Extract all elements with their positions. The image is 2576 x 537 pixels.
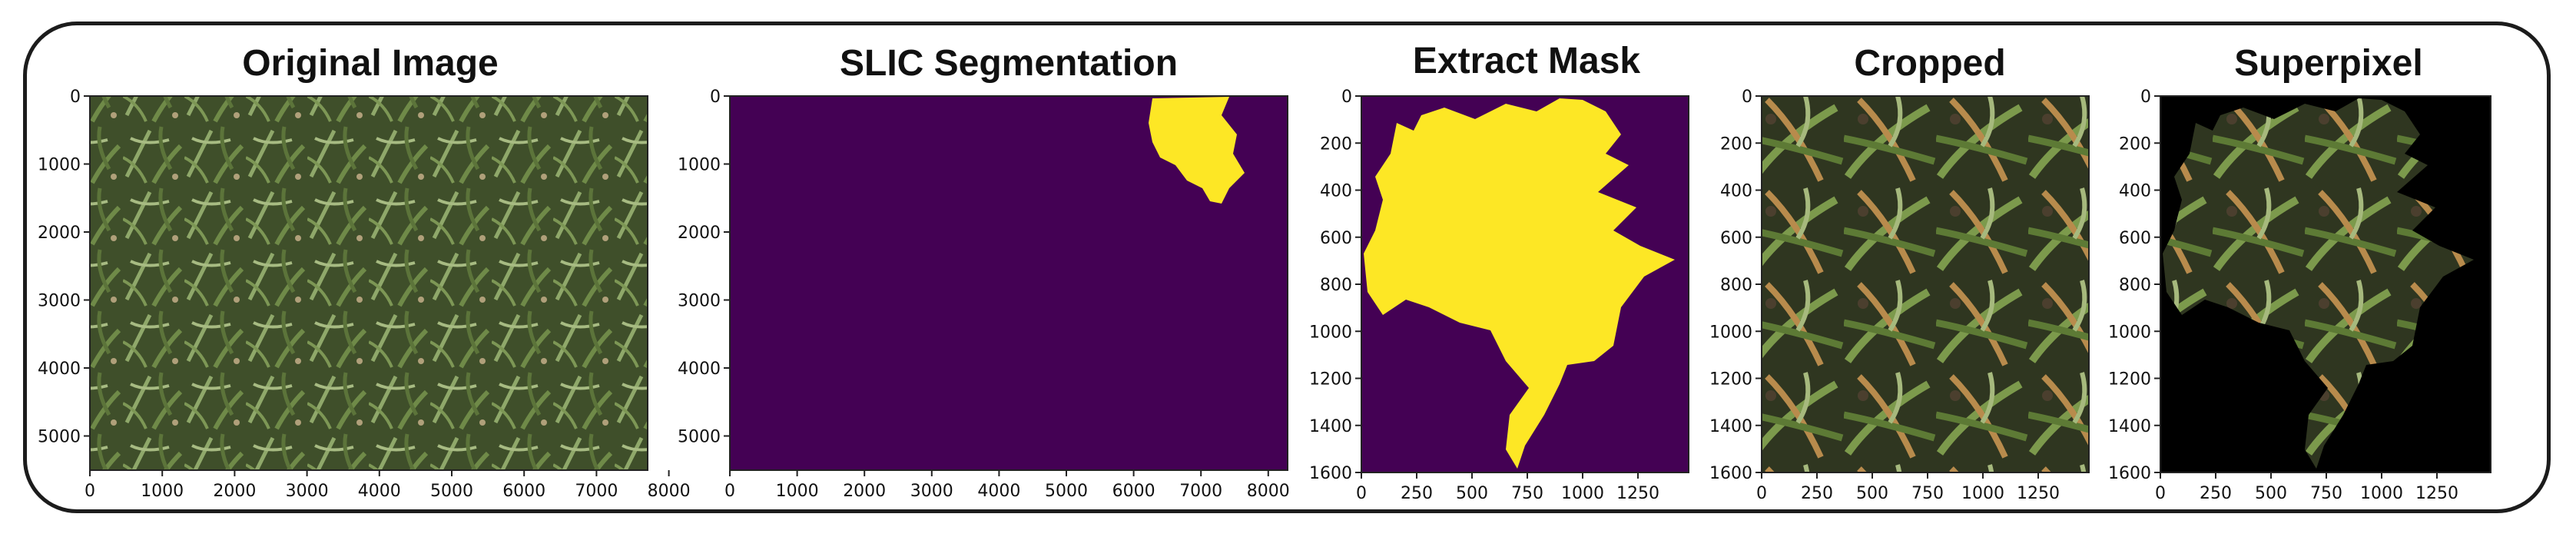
x-tick-label: 1000 — [776, 482, 819, 501]
y-tick-label: 800 — [1320, 276, 1352, 295]
x-tick-label: 5000 — [1045, 482, 1088, 501]
y-tick-label: 2000 — [678, 224, 721, 243]
x-tick-label: 750 — [1911, 484, 1944, 503]
x-tick-label: 7000 — [1179, 482, 1222, 501]
y-tick-label: 1200 — [1309, 370, 1352, 389]
axis-ticks-slic: 0 1000 2000 3000 4000 5000 6000 7000 8000 0 1000 20… — [678, 88, 1290, 501]
y-tick-label: 0 — [70, 88, 81, 107]
y-tick-label: 1600 — [1309, 464, 1352, 483]
y-tick-label: 3000 — [38, 292, 81, 311]
x-tick-label: 0 — [1756, 484, 1767, 503]
axis-ticks-superpixel: 0 250 500 750 1000 1250 0 200 400 600 800 1000 1200 1… — [2108, 88, 2458, 503]
x-tick-label: 250 — [1801, 484, 1833, 503]
x-tick-label: 3000 — [910, 482, 953, 501]
x-tick-label: 1000 — [141, 482, 184, 501]
axis-ticks-original: 0 1000 2000 3000 4000 5000 6000 7000 8000 0 1000 20… — [38, 88, 691, 501]
y-tick-label: 1000 — [1709, 323, 1752, 342]
x-tick-label: 1000 — [1961, 484, 2004, 503]
x-tick-label: 750 — [2310, 484, 2342, 503]
x-tick-label: 500 — [2255, 484, 2287, 503]
y-tick-label: 0 — [1742, 88, 1752, 107]
y-tick-label: 5000 — [38, 428, 81, 447]
y-tick-label: 1400 — [2108, 417, 2151, 436]
figure-frame — [23, 22, 2551, 513]
x-tick-label: 8000 — [1247, 482, 1290, 501]
y-tick-label: 200 — [1320, 134, 1352, 154]
y-tick-label: 600 — [1320, 229, 1352, 248]
y-tick-label: 1000 — [38, 156, 81, 175]
x-tick-label: 6000 — [1112, 482, 1155, 501]
axis-ticks-cropped: 0 250 500 750 1000 1250 0 200 400 600 800 1000 1200 1… — [1709, 88, 2060, 503]
y-tick-label: 600 — [1720, 229, 1752, 248]
y-tick-label: 1600 — [2108, 464, 2151, 483]
y-tick-label: 0 — [1341, 88, 1352, 107]
x-tick-label: 1250 — [1616, 484, 1659, 503]
y-tick-label: 1200 — [1709, 370, 1752, 389]
image-slic-segment — [1149, 97, 1245, 204]
y-tick-label: 1000 — [1309, 323, 1352, 342]
y-tick-label: 400 — [1320, 182, 1352, 201]
plot-slic: 0 1000 2000 3000 4000 5000 6000 7000 8000 0 1000 20… — [678, 88, 1290, 501]
x-tick-label: 4000 — [977, 482, 1020, 501]
plot-original: 0 1000 2000 3000 4000 5000 6000 7000 8000 0 1000 20… — [38, 88, 691, 501]
panel-title-cropped: Cropped — [1854, 43, 2006, 84]
x-tick-label: 2000 — [213, 482, 256, 501]
y-tick-label: 1000 — [678, 156, 721, 175]
image-cropped — [1762, 96, 2089, 472]
y-tick-label: 1600 — [1709, 464, 1752, 483]
x-tick-label: 1000 — [2360, 484, 2403, 503]
plot-superpixel: 0 250 500 750 1000 1250 0 200 400 600 800 1000 1200 1… — [2108, 88, 2491, 503]
image-superpixel-segment — [2163, 98, 2474, 469]
image-mask-segment — [1364, 98, 1675, 469]
x-tick-label: 1000 — [1561, 484, 1604, 503]
x-tick-label: 0 — [1356, 484, 1367, 503]
panel-title-superpixel: Superpixel — [2234, 43, 2423, 84]
x-tick-label: 0 — [85, 482, 95, 501]
x-tick-label: 3000 — [286, 482, 329, 501]
y-tick-label: 400 — [1720, 182, 1752, 201]
y-tick-label: 1400 — [1709, 417, 1752, 436]
y-tick-label: 1400 — [1309, 417, 1352, 436]
y-tick-label: 200 — [2119, 134, 2151, 154]
x-tick-label: 1250 — [2415, 484, 2458, 503]
x-tick-label: 5000 — [430, 482, 473, 501]
x-tick-label: 8000 — [648, 482, 691, 501]
y-tick-label: 0 — [710, 88, 721, 107]
x-tick-label: 250 — [2200, 484, 2232, 503]
x-tick-label: 500 — [1456, 484, 1488, 503]
y-tick-label: 200 — [1720, 134, 1752, 154]
x-tick-label: 4000 — [358, 482, 401, 501]
y-tick-label: 4000 — [678, 360, 721, 379]
plot-cropped: 0 250 500 750 1000 1250 0 200 400 600 800 1000 1200 1… — [1709, 88, 2090, 503]
x-tick-label: 750 — [1511, 484, 1543, 503]
y-tick-label: 800 — [2119, 276, 2151, 295]
y-tick-label: 1200 — [2108, 370, 2151, 389]
image-original — [90, 96, 648, 470]
x-tick-label: 7000 — [575, 482, 618, 501]
x-tick-label: 250 — [1401, 484, 1433, 503]
y-tick-label: 0 — [2140, 88, 2151, 107]
y-tick-label: 600 — [2119, 229, 2151, 248]
panel-title-mask: Extract Mask — [1412, 41, 1641, 81]
x-tick-label: 2000 — [843, 482, 886, 501]
y-tick-label: 2000 — [38, 224, 81, 243]
y-tick-label: 5000 — [678, 428, 721, 447]
panel-title-original: Original Image — [242, 43, 499, 84]
y-tick-label: 400 — [2119, 182, 2151, 201]
x-tick-label: 0 — [2155, 484, 2166, 503]
x-tick-label: 1250 — [2017, 484, 2060, 503]
plot-mask: 0 250 500 750 1000 1250 0 200 400 600 800 1000 1200 1… — [1309, 88, 1689, 503]
y-tick-label: 800 — [1720, 276, 1752, 295]
x-tick-label: 500 — [1856, 484, 1888, 503]
x-tick-label: 0 — [724, 482, 735, 501]
y-tick-label: 4000 — [38, 360, 81, 379]
panel-title-slic: SLIC Segmentation — [839, 43, 1179, 84]
x-tick-label: 6000 — [502, 482, 545, 501]
y-tick-label: 1000 — [2108, 323, 2151, 342]
y-tick-label: 3000 — [678, 292, 721, 311]
axis-ticks-mask: 0 250 500 750 1000 1250 0 200 400 600 800 1000 1200 1… — [1309, 88, 1659, 503]
